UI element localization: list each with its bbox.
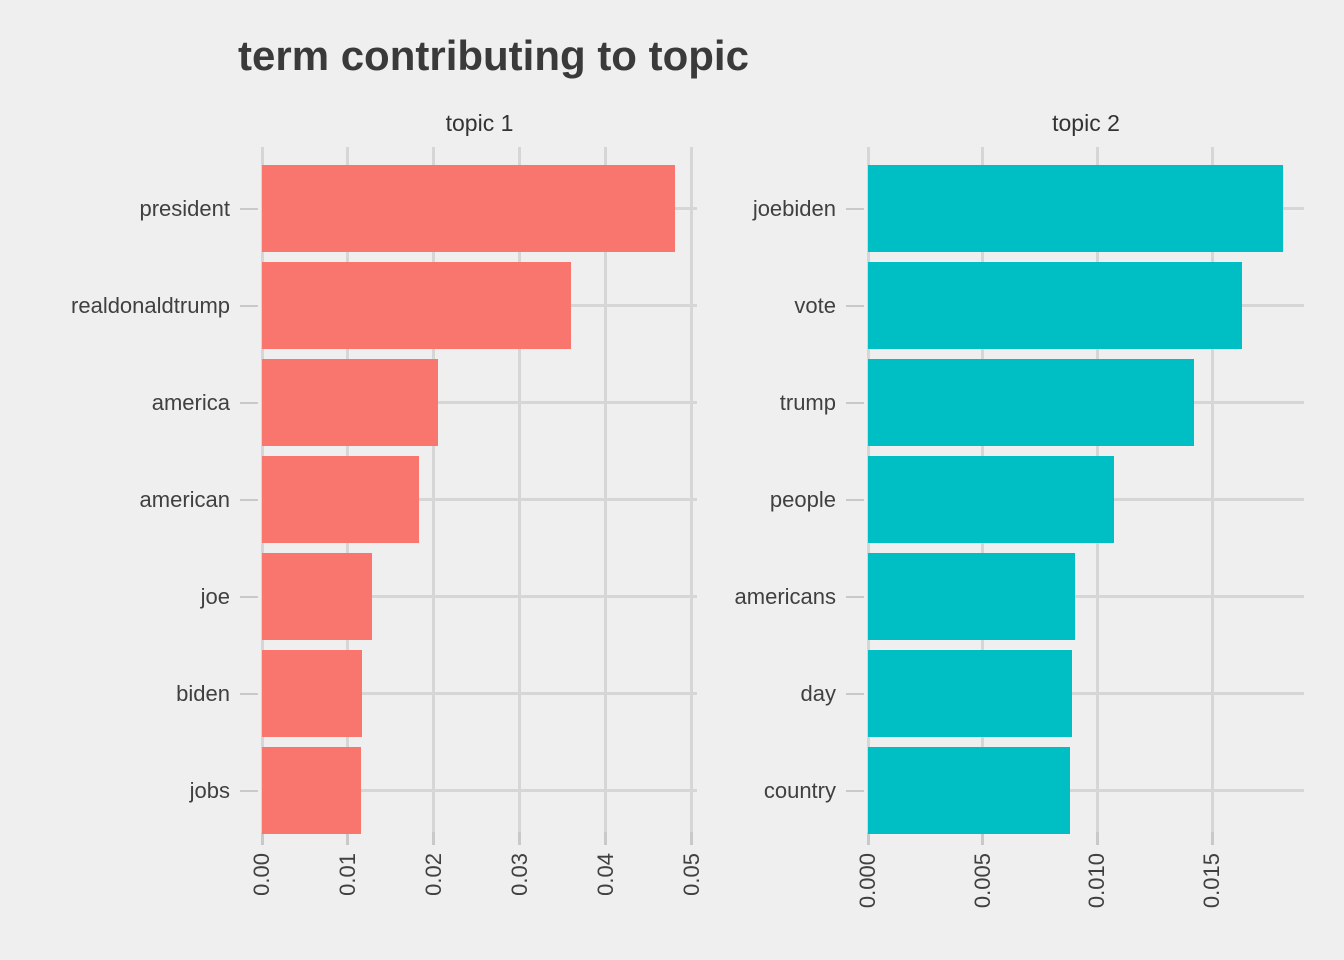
y-axis-label: people	[769, 486, 836, 512]
x-axis-tick-label: 0.00	[249, 853, 274, 896]
y-axis-label: day	[800, 680, 836, 706]
horizontal-gridline	[262, 401, 697, 404]
x-axis-tick	[1210, 832, 1214, 845]
horizontal-gridline	[868, 595, 1304, 598]
horizontal-gridline	[262, 595, 697, 598]
y-axis-tick	[846, 692, 864, 695]
horizontal-gridline	[262, 692, 697, 695]
y-axis-label: trump	[779, 389, 836, 415]
x-axis-tick	[866, 832, 870, 845]
facet-strip-label: topic 1	[445, 110, 514, 136]
y-axis-label: americans	[734, 583, 836, 609]
horizontal-gridline	[262, 498, 697, 501]
y-axis-tick	[240, 692, 258, 695]
bar-america	[262, 359, 439, 446]
x-axis-tick	[346, 832, 350, 845]
y-axis-tick	[846, 595, 864, 598]
x-axis-tick-label: 0.05	[678, 853, 704, 896]
y-axis-tick	[240, 401, 258, 404]
x-axis-tick	[260, 832, 264, 845]
vertical-gridline	[518, 147, 522, 832]
facet-panel-1	[260, 147, 697, 834]
bar-president	[262, 165, 675, 252]
y-axis-label: biden	[176, 680, 230, 706]
y-axis-tick	[240, 498, 258, 501]
bar-americans	[868, 553, 1075, 640]
x-axis-tick-label: 0.04	[592, 853, 618, 896]
y-axis-tick	[240, 595, 258, 598]
y-axis-label: america	[151, 389, 230, 415]
bar-joe	[262, 553, 373, 640]
y-axis-label: realdonaldtrump	[71, 292, 230, 318]
y-axis-label: american	[139, 486, 230, 512]
bar-realdonaldtrump	[262, 262, 572, 349]
vertical-gridline	[604, 147, 608, 832]
x-axis-tick-label: 0.015	[1199, 853, 1225, 909]
y-axis-tick	[846, 789, 864, 792]
y-axis-tick	[846, 304, 864, 307]
x-axis-tick-label: 0.000	[855, 853, 880, 909]
x-axis-tick-label: 0.01	[334, 853, 360, 896]
x-axis-tick-label: 0.005	[969, 853, 995, 909]
x-axis-tick-label: 0.03	[506, 853, 532, 896]
y-axis-label: jobs	[189, 777, 230, 803]
y-axis-label: joe	[200, 583, 230, 609]
y-axis-label: joebiden	[752, 195, 836, 221]
y-axis-tick	[240, 789, 258, 792]
x-axis-tick	[518, 832, 522, 845]
facet-panel-2	[866, 147, 1304, 834]
bar-american	[262, 456, 420, 543]
x-axis-tick	[432, 832, 436, 845]
horizontal-gridline	[868, 789, 1304, 792]
bar-biden	[262, 650, 362, 737]
facet-strip-label: topic 2	[1052, 110, 1120, 136]
horizontal-gridline	[262, 789, 697, 792]
bar-day	[868, 650, 1073, 737]
bar-country	[868, 747, 1070, 834]
y-axis-tick	[846, 207, 864, 210]
vertical-gridline	[432, 147, 436, 832]
y-axis-tick	[240, 207, 258, 210]
x-axis-tick-label: 0.010	[1084, 853, 1110, 909]
bar-vote	[868, 262, 1243, 349]
horizontal-gridline	[868, 692, 1304, 695]
y-axis-label: vote	[794, 292, 836, 318]
bar-trump	[868, 359, 1194, 446]
vertical-gridline	[690, 147, 694, 832]
y-axis-tick	[846, 401, 864, 404]
x-axis-tick	[981, 832, 985, 845]
bar-jobs	[262, 747, 361, 834]
x-axis-tick	[690, 832, 694, 845]
y-axis-tick	[846, 498, 864, 501]
x-axis-tick	[604, 832, 608, 845]
y-axis-label: country	[763, 777, 836, 803]
x-axis-tick-label: 0.02	[420, 853, 446, 896]
x-axis-tick	[1095, 832, 1099, 845]
y-axis-label: president	[139, 195, 230, 221]
chart-title: term contributing to topic	[238, 32, 749, 79]
y-axis-tick	[240, 304, 258, 307]
bar-people	[868, 456, 1114, 543]
bar-joebiden	[868, 165, 1284, 252]
vertical-gridline	[1210, 147, 1214, 832]
